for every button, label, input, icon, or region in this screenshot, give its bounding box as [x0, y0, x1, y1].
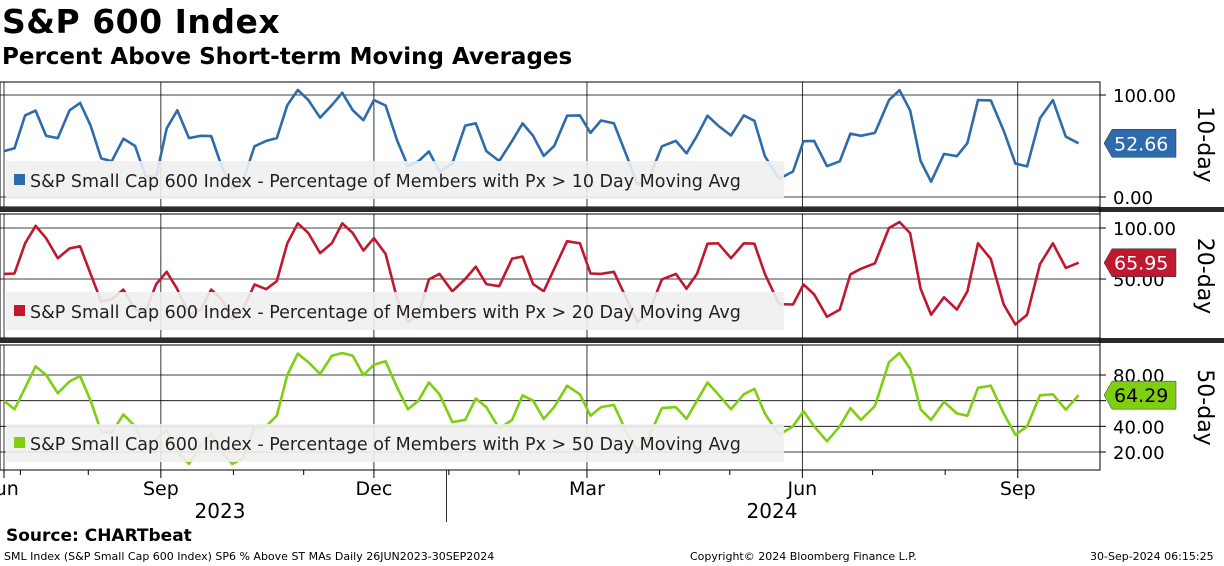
- twenty-day-legend-box: [6, 292, 784, 330]
- twenty-day-panel-label: 20-day: [1192, 238, 1217, 314]
- source-note: Source: CHARTbeat: [6, 526, 192, 546]
- panel-separator: [0, 207, 1224, 212]
- x-tick-label: Jun: [0, 478, 19, 500]
- fifty-day-legend-label: S&P Small Cap 600 Index - Percentage of …: [30, 435, 741, 455]
- ten-day-panel-label: 10-day: [1192, 106, 1217, 182]
- footer-ticker-info: SML Index (S&P Small Cap 600 Index) SP6 …: [4, 550, 495, 563]
- ten-day-last-value-label: 52.66: [1114, 133, 1168, 155]
- twenty-day-last-value-label: 65.95: [1114, 253, 1168, 275]
- ten-day-last-value-tag: [1103, 129, 1177, 158]
- ten-day-legend-label: S&P Small Cap 600 Index - Percentage of …: [30, 172, 741, 192]
- year-label-2024: 2024: [747, 499, 798, 523]
- twenty-day-legend-label: S&P Small Cap 600 Index - Percentage of …: [30, 303, 741, 323]
- year-label-2023: 2023: [195, 499, 246, 523]
- fifty-day-ytick-label: 40.00: [1113, 417, 1165, 438]
- ten-day-legend-swatch: [14, 174, 25, 185]
- fifty-day-last-value-label: 64.29: [1114, 385, 1168, 407]
- ten-day-ytick-label: 0.00: [1113, 188, 1153, 209]
- x-tick-label: Sep: [143, 478, 179, 500]
- ten-day-series-line: [3, 88, 1080, 191]
- fifty-day-panel-label: 50-day: [1192, 369, 1217, 445]
- fifty-day-ytick-label: 20.00: [1113, 443, 1165, 464]
- panel-separator: [0, 338, 1224, 343]
- x-tick-label: Dec: [356, 478, 393, 500]
- x-tick-label: Sep: [1000, 478, 1036, 500]
- ten-day-ytick-label: 100.00: [1113, 86, 1176, 107]
- chart-subtitle: Percent Above Short-term Moving Averages: [2, 44, 573, 70]
- footer-copyright: Copyright© 2024 Bloomberg Finance L.P.: [690, 550, 917, 563]
- twenty-day-ytick-label: 100.00: [1113, 219, 1176, 240]
- fifty-day-legend-box: [6, 424, 784, 462]
- fifty-day-last-value-tag: [1103, 380, 1177, 410]
- ten-day-legend-box: [6, 161, 784, 199]
- twenty-day-legend-swatch: [14, 305, 25, 316]
- footer-timestamp: 30-Sep-2024 06:15:25: [1090, 550, 1214, 563]
- twenty-day-series-line: [3, 220, 1080, 326]
- x-tick-label: Mar: [569, 478, 605, 500]
- x-tick-label: Jun: [787, 478, 818, 500]
- chart-title: S&P 600 Index: [2, 2, 281, 41]
- twenty-day-last-value-tag: [1103, 248, 1177, 277]
- fifty-day-legend-swatch: [14, 437, 25, 448]
